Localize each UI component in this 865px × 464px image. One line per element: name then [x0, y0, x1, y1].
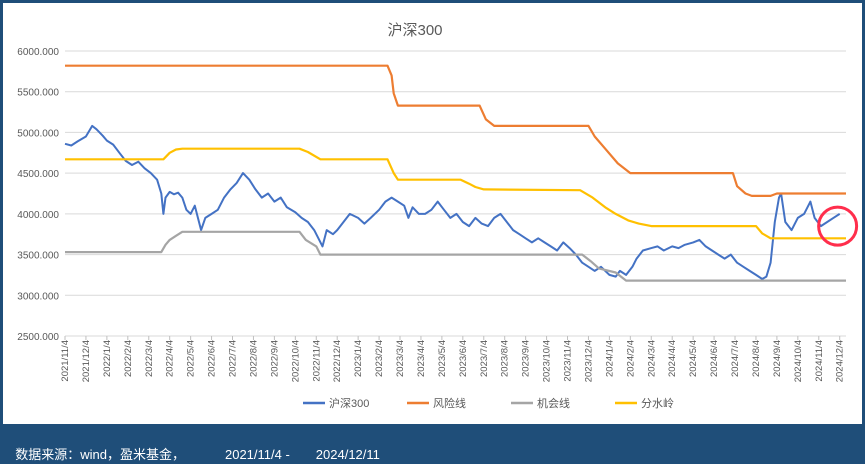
x-tick-label: 2022/12/4 [332, 340, 343, 382]
highlight-circle [817, 205, 859, 247]
x-tick-label: 2022/11/4 [311, 340, 322, 382]
x-tick-label: 2024/6/4 [709, 340, 720, 377]
x-tick-label: 2024/7/4 [730, 340, 741, 377]
x-tick-label: 2024/10/4 [793, 340, 804, 382]
x-tick-label: 2022/4/4 [165, 340, 176, 377]
legend-label: 风险线 [433, 396, 466, 410]
x-tick-label: 2024/3/4 [646, 340, 657, 377]
legend-label: 沪深300 [329, 396, 369, 410]
x-tick-label: 2022/5/4 [186, 340, 197, 377]
x-tick-label: 2024/2/4 [625, 340, 636, 377]
y-tick-label: 5000.000 [17, 128, 59, 139]
x-tick-label: 2022/7/4 [228, 340, 239, 377]
y-tick-label: 3000.000 [17, 291, 59, 302]
x-tick-label: 2023/7/4 [479, 340, 490, 377]
chart-panel: 6000.000 5500.000 5000.000 4500.000 4000.000… [3, 3, 862, 424]
series-line-3 [65, 230, 846, 282]
x-tick-label: 2023/3/4 [395, 340, 406, 377]
y-tick-label: 3500.000 [17, 251, 59, 262]
legend-label: 分水岭 [641, 396, 674, 410]
chart-title: 沪深300 [387, 22, 442, 39]
x-tick-label: 2021/12/4 [81, 340, 92, 382]
y-tick-label: 4500.000 [17, 169, 59, 180]
x-tick-label: 2023/10/4 [542, 340, 553, 382]
y-tick-label: 4000.000 [17, 210, 59, 221]
x-tick-label: 2023/5/4 [437, 340, 448, 377]
x-tick-label: 2023/12/4 [583, 340, 594, 382]
series-line-2 [65, 64, 846, 197]
x-tick-label: 2024/8/4 [751, 340, 762, 377]
x-tick-label: 2022/2/4 [123, 340, 134, 377]
x-tick-label: 2022/10/4 [290, 340, 301, 382]
data-source-note: 数据来源：wind，盈米基金， 2021/11/4 -2024/12/11 [8, 428, 380, 462]
x-tick-label: 2024/11/4 [814, 340, 825, 382]
x-tick-label: 2024/5/4 [688, 340, 699, 377]
x-tick-label: 2024/12/4 [835, 340, 846, 382]
x-tick-label: 2023/4/4 [416, 340, 427, 377]
series-line-1 [64, 124, 841, 280]
x-tick-label: 2022/8/4 [248, 340, 259, 377]
x-tick-label: 2022/3/4 [144, 340, 155, 377]
x-tick-label: 2023/6/4 [458, 340, 469, 377]
x-tick-label: 2023/8/4 [500, 340, 511, 377]
x-tick-label: 2024/9/4 [772, 340, 783, 377]
y-tick-label: 6000.000 [17, 47, 59, 58]
x-tick-label: 2023/11/4 [563, 340, 574, 382]
y-tick-label: 2500.000 [17, 332, 59, 343]
x-tick-label: 2023/1/4 [353, 340, 364, 377]
legend-label: 机会线 [537, 396, 570, 410]
series-line-4 [65, 147, 846, 240]
x-tick-label: 2022/6/4 [207, 340, 218, 377]
x-tick-label: 2022/1/4 [102, 340, 113, 377]
x-tick-label: 2021/11/4 [60, 340, 71, 382]
x-tick-label: 2024/4/4 [667, 340, 678, 377]
x-tick-label: 2023/9/4 [521, 340, 532, 377]
x-tick-label: 2023/2/4 [374, 340, 385, 377]
y-tick-label: 5500.000 [17, 88, 59, 99]
line-chart: 6000.000 5500.000 5000.000 4500.000 4000.000… [17, 22, 859, 410]
x-tick-label: 2022/9/4 [269, 340, 280, 377]
x-tick-label: 2024/1/4 [604, 340, 615, 377]
